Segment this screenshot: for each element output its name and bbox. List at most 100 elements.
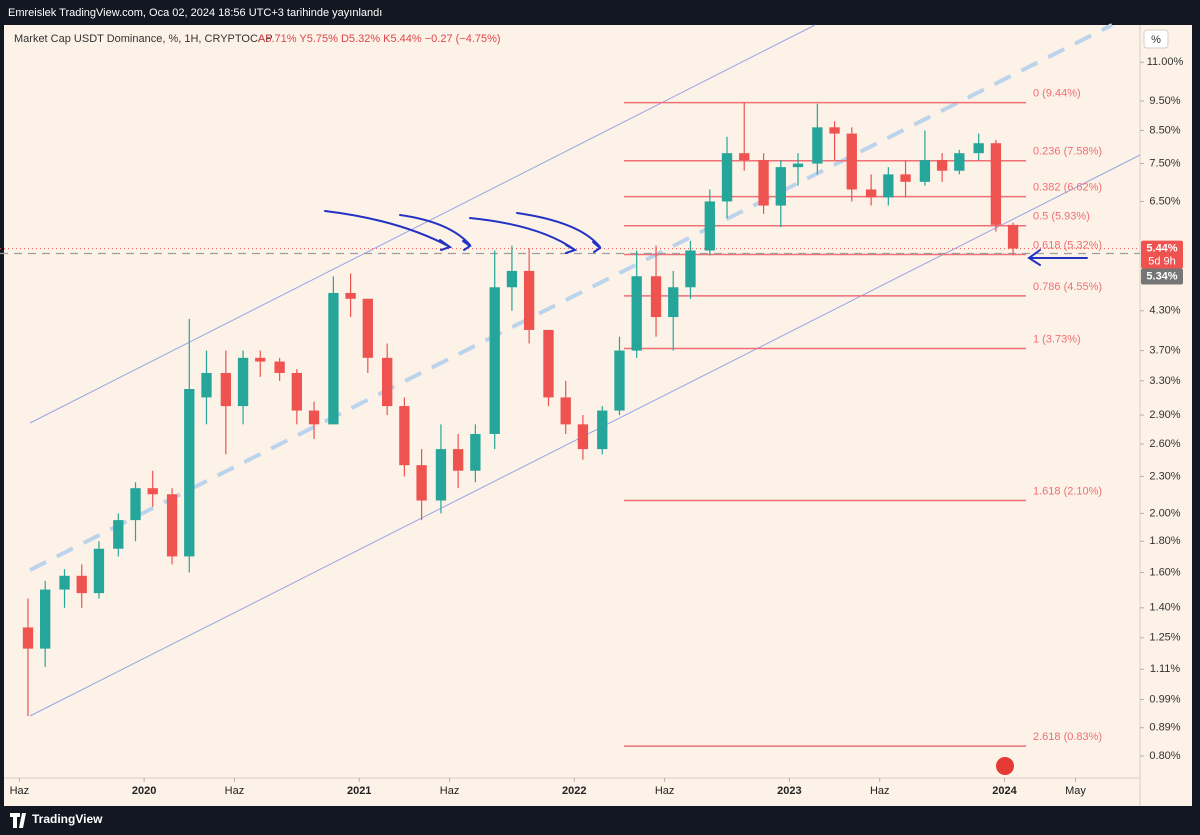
x-tick-label: Haz — [870, 785, 890, 797]
y-tick-label: 0.89% — [1149, 722, 1180, 734]
candle-body — [846, 133, 857, 190]
candle-body — [775, 167, 786, 206]
candle-body — [506, 270, 518, 288]
candle-body — [812, 127, 823, 164]
candle-body — [345, 292, 356, 299]
ref-price-tag — [1141, 268, 1183, 285]
fib-label: 0.618 (5.32%) — [1033, 239, 1102, 251]
arrow — [469, 217, 578, 254]
arrow — [399, 214, 472, 251]
plot: 0 (9.44%) 0.236 (7.58%) 0.382 (6.62%) 0.5 (… — [0, 61, 1144, 782]
annotations — [324, 210, 1088, 266]
candle-body — [308, 410, 320, 425]
candle-body — [543, 329, 554, 398]
candle-body — [22, 627, 34, 649]
symbol: Market Cap USDT Dominance, %, 1H, CRYPTO… — [14, 33, 273, 45]
x-tick-label: Haz — [10, 785, 30, 797]
fib-label: 0.382 (6.62%) — [1033, 182, 1102, 194]
fib-label: 0.786 (4.55%) — [1033, 281, 1102, 293]
y-tick-label: 4.30% — [1149, 305, 1180, 317]
candle-body — [650, 276, 662, 318]
candle-body — [704, 201, 715, 251]
x-tick-label: 2023 — [777, 785, 801, 797]
candle-body — [399, 406, 410, 466]
arrow — [516, 212, 602, 253]
y-tick-label: 8.50% — [1149, 124, 1180, 136]
candle-body — [166, 494, 178, 557]
candle-body — [739, 153, 750, 161]
candle-body — [865, 189, 877, 198]
candle-body — [1007, 224, 1019, 249]
x-tick-label: Haz — [225, 785, 245, 797]
candle-body — [614, 350, 625, 411]
candle-body — [237, 357, 249, 407]
candle-body — [973, 143, 984, 154]
fib-label: 2.618 (0.83%) — [1033, 731, 1102, 743]
candle-body — [489, 287, 500, 434]
channel-mid — [29, 23, 1113, 572]
event-icon — [996, 757, 1014, 775]
y-tick-label: 2.60% — [1149, 438, 1180, 450]
candle-body — [631, 276, 642, 351]
y-tick-label: 3.70% — [1149, 344, 1180, 356]
candle-body — [76, 575, 87, 594]
candle-body — [184, 389, 195, 557]
fib-label: 0.236 (7.58%) — [1033, 146, 1102, 158]
ref-price-label: 5.34% — [1146, 270, 1177, 282]
candle-body — [919, 160, 931, 182]
candle-body — [435, 449, 447, 501]
ohlc: A5.71% Y5.75% D5.32% K5.44% −0.27 (−4.75… — [258, 33, 501, 45]
last-price-label: 5.44% — [1146, 242, 1177, 254]
brand: TradingView — [32, 812, 103, 826]
candle-body — [40, 589, 51, 649]
candle-body — [936, 160, 948, 171]
candle-body — [990, 143, 1002, 225]
candle-body — [201, 372, 212, 398]
logo — [10, 813, 26, 828]
x-tick-label: May — [1065, 785, 1086, 797]
y-tick-label: 1.80% — [1149, 535, 1180, 547]
candle-body — [220, 372, 232, 407]
fib-label: 0 (9.44%) — [1033, 88, 1081, 100]
candle-body — [829, 127, 840, 134]
candle-body — [147, 488, 158, 495]
candle-body — [560, 397, 571, 425]
candle-body — [758, 160, 769, 206]
candle-body — [597, 410, 608, 450]
channel-upper — [29, 24, 816, 424]
x-tick-label: Haz — [440, 785, 460, 797]
y-tick-label: 1.11% — [1150, 663, 1181, 675]
candle-body — [470, 433, 481, 471]
candle-body — [93, 548, 105, 594]
candle-body — [416, 465, 427, 501]
countdown: 5d 9h — [1148, 255, 1176, 267]
x-tick-label: 2021 — [347, 785, 371, 797]
candle-body — [668, 287, 679, 318]
y-tick-label: 1.25% — [1149, 632, 1180, 644]
y-tick-label: 2.00% — [1149, 507, 1180, 519]
candle-body — [328, 292, 339, 425]
arrow — [1027, 249, 1088, 266]
y-tick-label: 9.50% — [1149, 95, 1180, 107]
candle-body — [523, 270, 535, 330]
y-tick-label: 1.60% — [1149, 566, 1180, 578]
candle-body — [59, 575, 70, 590]
candle-body — [362, 298, 373, 358]
unit-box — [1143, 29, 1169, 49]
last-price-tag — [1141, 240, 1183, 269]
candle-body — [274, 361, 285, 373]
header: Emreislek TradingView.com, Oca 02, 2024 … — [8, 7, 382, 19]
x-tick-label: 2024 — [992, 785, 1017, 797]
candle-body — [900, 174, 911, 182]
candle-body — [685, 250, 696, 288]
y-tick-label: 0.80% — [1149, 750, 1180, 762]
y-tick-label: 3.30% — [1149, 375, 1180, 387]
unit: % — [1151, 34, 1161, 46]
x-tick-label: Haz — [655, 785, 675, 797]
y-tick-label: 11.00% — [1147, 56, 1184, 68]
x-tick-label: 2022 — [562, 785, 586, 797]
candle-body — [883, 174, 894, 198]
candle-body — [577, 424, 589, 450]
